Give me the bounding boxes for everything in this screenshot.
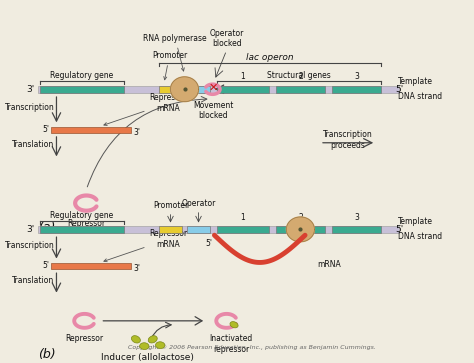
Text: 3': 3' <box>27 85 35 94</box>
Bar <box>38 226 400 233</box>
Text: (a): (a) <box>38 221 55 234</box>
Text: 2: 2 <box>298 213 303 221</box>
Text: Template: Template <box>398 77 433 86</box>
Text: 5': 5' <box>395 225 403 234</box>
Text: Transcription: Transcription <box>5 241 55 250</box>
Bar <box>276 86 325 93</box>
Text: Movement
blocked: Movement blocked <box>193 101 234 120</box>
Text: Copyright © 2006 Pearson Education, Inc., publishing as Benjamin Cummings.: Copyright © 2006 Pearson Education, Inc.… <box>128 344 376 350</box>
Text: Inducer (allolactose): Inducer (allolactose) <box>100 353 193 362</box>
Text: 5': 5' <box>206 239 212 248</box>
Text: 3': 3' <box>27 225 35 234</box>
Text: 2: 2 <box>298 73 303 81</box>
Polygon shape <box>171 77 199 102</box>
Text: Repressor
mRNA: Repressor mRNA <box>104 229 188 262</box>
Ellipse shape <box>140 342 149 350</box>
Text: Promoter: Promoter <box>152 51 187 80</box>
Bar <box>38 86 400 93</box>
Text: Promoter: Promoter <box>153 201 188 210</box>
Text: Operator: Operator <box>182 199 216 208</box>
Bar <box>276 226 325 233</box>
Text: 1: 1 <box>240 213 246 221</box>
Text: (b): (b) <box>38 348 55 361</box>
Bar <box>159 226 182 233</box>
Text: ✕: ✕ <box>209 83 218 93</box>
Text: Regulatory gene: Regulatory gene <box>50 70 113 79</box>
Text: 5': 5' <box>42 261 49 270</box>
Text: 3: 3 <box>354 73 359 81</box>
Bar <box>51 264 131 269</box>
Ellipse shape <box>230 322 238 328</box>
Text: Repressor: Repressor <box>65 334 103 343</box>
Text: DNA strand: DNA strand <box>398 232 442 241</box>
Text: Structural genes: Structural genes <box>267 70 331 79</box>
Bar <box>332 226 381 233</box>
Ellipse shape <box>148 336 157 343</box>
Bar <box>187 86 210 93</box>
Text: Regulatory gene: Regulatory gene <box>50 211 113 220</box>
Bar <box>217 226 269 233</box>
Bar <box>40 86 124 93</box>
Ellipse shape <box>155 342 165 348</box>
Bar <box>159 86 182 93</box>
Text: Operator
blocked: Operator blocked <box>210 29 244 48</box>
Bar <box>332 86 381 93</box>
Text: Inactivated
repressor: Inactivated repressor <box>210 334 253 354</box>
Text: DNA strand: DNA strand <box>398 92 442 101</box>
Polygon shape <box>286 217 314 242</box>
Text: 5': 5' <box>42 125 49 134</box>
Text: RNA polymerase: RNA polymerase <box>143 34 207 71</box>
Text: 3': 3' <box>133 127 140 136</box>
Bar <box>40 226 124 233</box>
Text: Translation: Translation <box>12 277 55 285</box>
Text: 1: 1 <box>240 73 246 81</box>
Text: Transcription: Transcription <box>5 103 55 112</box>
Text: Transcription
proceeds: Transcription proceeds <box>323 130 373 150</box>
Bar <box>217 86 269 93</box>
Text: lac operon: lac operon <box>246 53 294 62</box>
Bar <box>51 127 131 133</box>
Text: Repressor: Repressor <box>67 219 105 228</box>
Text: Repressor
mRNA: Repressor mRNA <box>104 93 188 126</box>
Text: 3: 3 <box>354 213 359 221</box>
Text: 3': 3' <box>133 264 140 273</box>
Bar <box>187 226 210 233</box>
Ellipse shape <box>131 336 140 343</box>
Text: mRNA: mRNA <box>317 260 341 269</box>
Text: Translation: Translation <box>12 140 55 149</box>
Text: Template: Template <box>398 217 433 227</box>
Text: 5': 5' <box>395 85 403 94</box>
